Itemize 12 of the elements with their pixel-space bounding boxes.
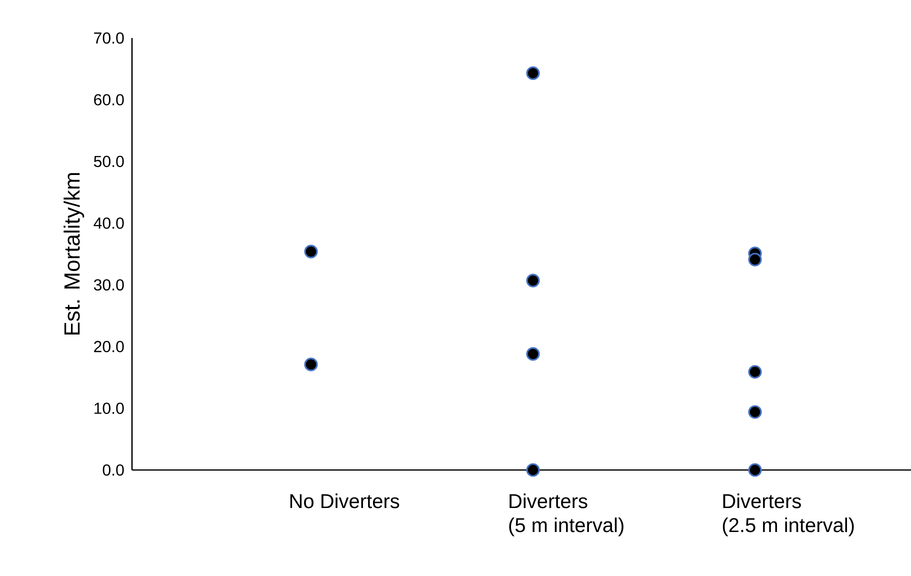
y-tick-label: 30.0 — [94, 279, 124, 291]
x-tick-label: Diverters (5 m interval) — [509, 494, 624, 536]
y-axis-title: Est. Mortality/km — [64, 173, 84, 335]
y-tick-label: 70.0 — [94, 32, 124, 44]
x-tick-label: No Diverters — [290, 494, 400, 508]
y-tick-label: 40.0 — [94, 217, 124, 229]
y-tick-label: 50.0 — [94, 156, 124, 168]
y-tick-label: 60.0 — [94, 94, 124, 106]
y-tick-label: 0.0 — [102, 464, 124, 476]
y-tick-label: 10.0 — [94, 402, 124, 414]
y-tick-label: 20.0 — [94, 340, 124, 352]
x-tick-label: Diverters (2.5 m interval) — [722, 494, 854, 536]
